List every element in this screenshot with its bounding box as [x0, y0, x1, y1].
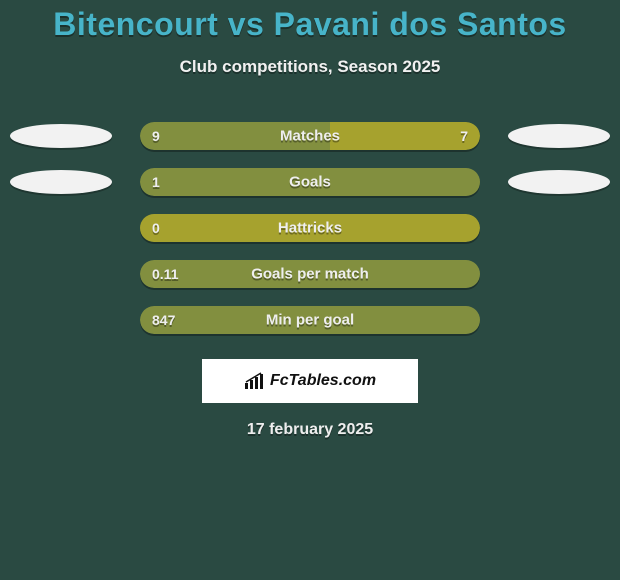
stat-row: 847Min per goal	[0, 297, 620, 343]
subtitle: Club competitions, Season 2025	[0, 57, 620, 77]
brand: FcTables.com	[244, 372, 376, 390]
comparison-card: Bitencourt vs Pavani dos Santos Club com…	[0, 0, 620, 580]
player-right-ellipse	[508, 124, 610, 148]
stat-rows: 97Matches1Goals0Hattricks0.11Goals per m…	[0, 113, 620, 343]
player-left-ellipse	[10, 170, 112, 194]
footer-date: 17 february 2025	[0, 421, 620, 439]
stat-bar-left-fill	[140, 168, 480, 196]
stat-bar: 0.11Goals per match	[140, 260, 480, 288]
player-right-ellipse	[508, 170, 610, 194]
stat-left-value: 847	[152, 312, 175, 328]
stat-row: 1Goals	[0, 159, 620, 205]
brand-box: FcTables.com	[202, 359, 418, 403]
stat-bar-right-fill	[140, 214, 480, 242]
stat-bar: 1Goals	[140, 168, 480, 196]
stat-left-value: 0.11	[152, 266, 178, 282]
stat-bar: 847Min per goal	[140, 306, 480, 334]
stat-right-value: 7	[460, 128, 468, 144]
brand-text: FcTables.com	[270, 372, 376, 390]
stat-row: 0.11Goals per match	[0, 251, 620, 297]
player-left-ellipse	[10, 124, 112, 148]
stat-bar-left-fill	[140, 306, 480, 334]
stat-bar-left-fill	[140, 122, 330, 150]
stat-bar: 97Matches	[140, 122, 480, 150]
stat-bar-left-fill	[140, 260, 480, 288]
stat-row: 0Hattricks	[0, 205, 620, 251]
stat-bar-right-fill	[330, 122, 480, 150]
chart-icon	[244, 372, 266, 390]
stat-left-value: 1	[152, 174, 160, 190]
page-title: Bitencourt vs Pavani dos Santos	[0, 0, 620, 43]
stat-row: 97Matches	[0, 113, 620, 159]
stat-bar: 0Hattricks	[140, 214, 480, 242]
stat-left-value: 9	[152, 128, 160, 144]
stat-left-value: 0	[152, 220, 160, 236]
